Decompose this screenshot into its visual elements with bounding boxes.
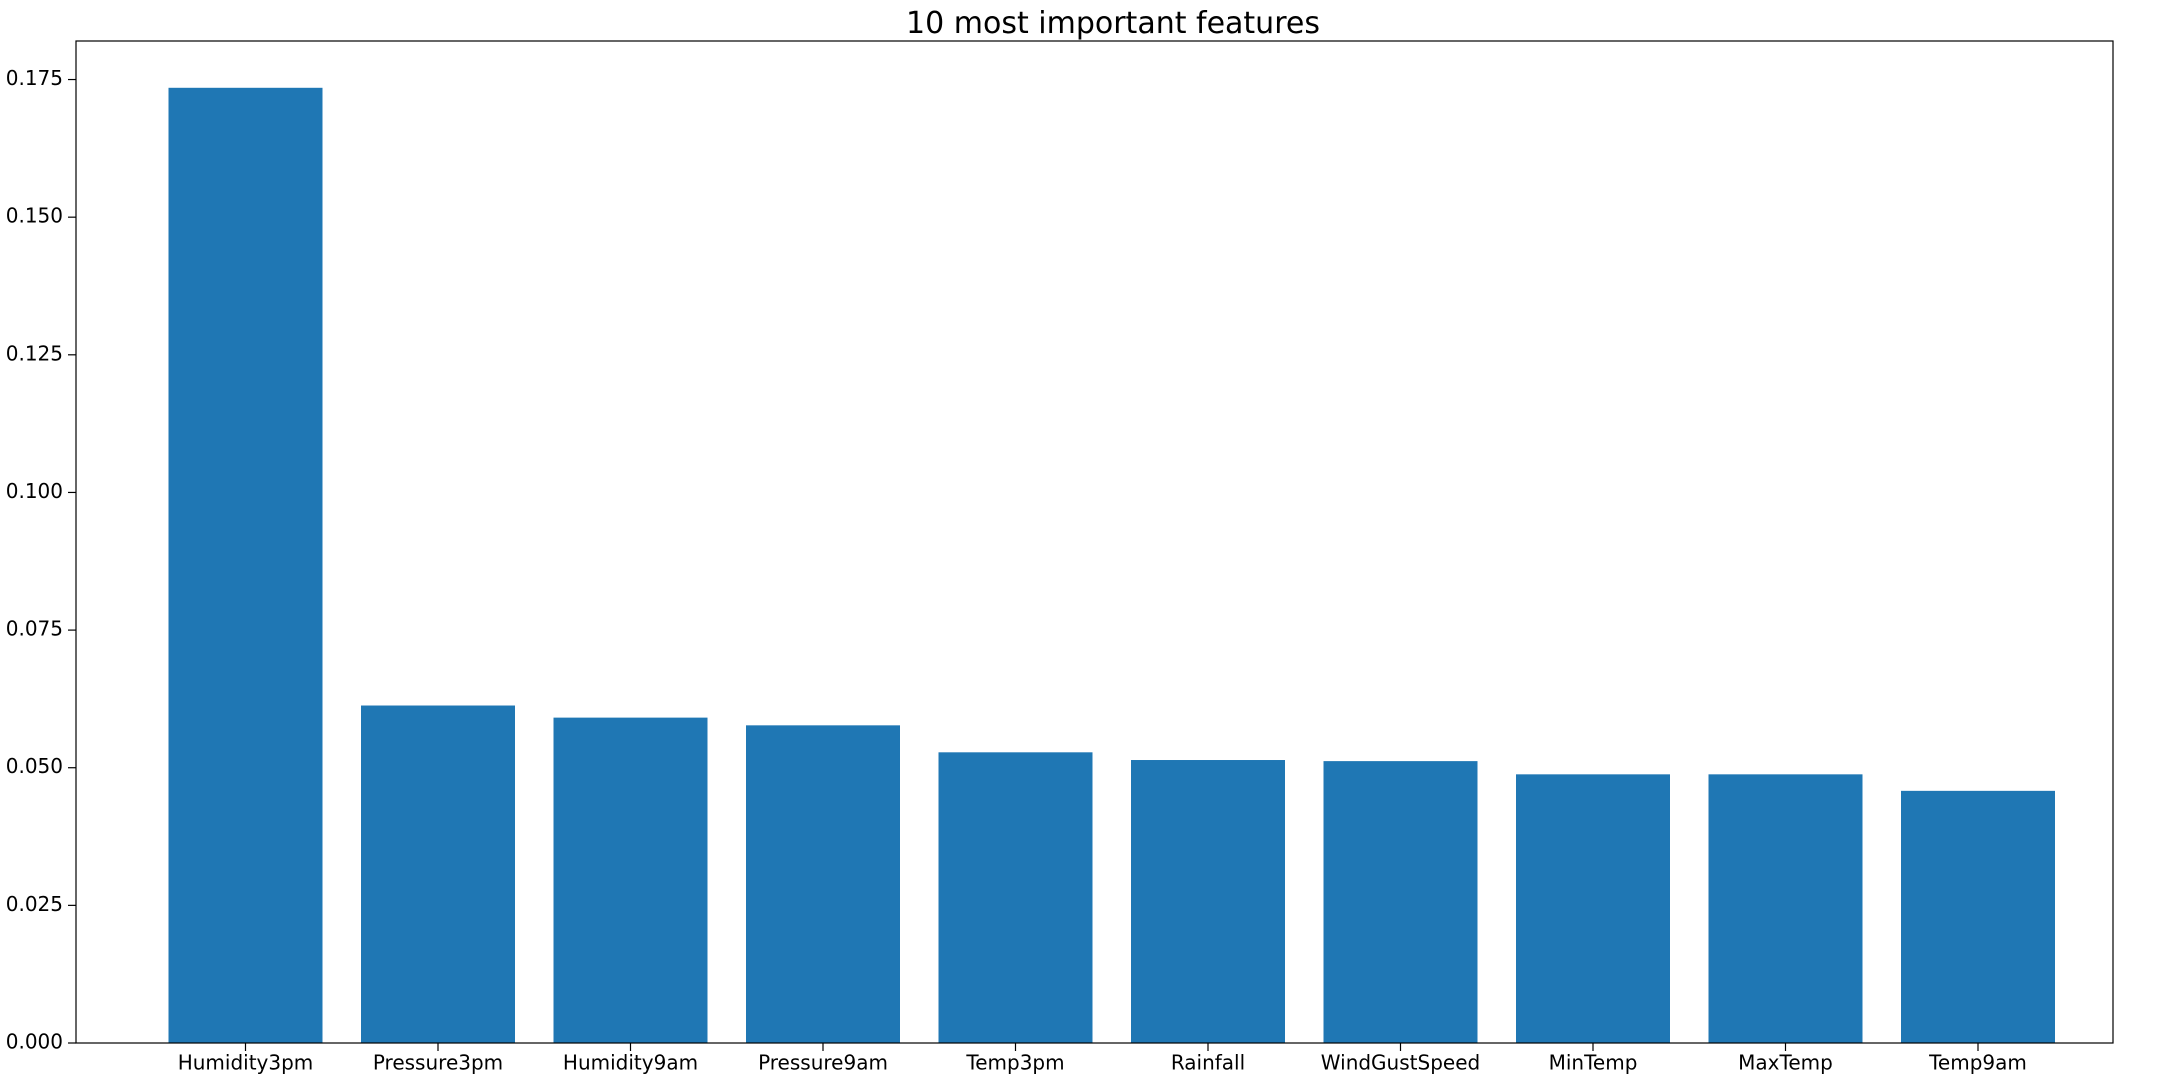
x-tick-label: Humidity9am [563, 1051, 698, 1075]
bar-mintemp [1516, 774, 1670, 1043]
bar-windgustspeed [1323, 761, 1478, 1043]
bar-temp9am [1901, 790, 2055, 1043]
x-tick-label: MaxTemp [1738, 1051, 1833, 1075]
y-tick-label: 0.175 [6, 66, 63, 90]
x-tick-label: WindGustSpeed [1321, 1051, 1480, 1075]
bar-temp3pm [938, 752, 1093, 1043]
plot-frame [75, 40, 2114, 1044]
bar-pressure9am [746, 725, 900, 1043]
y-axis: 0.000 0.025 0.050 0.075 0.100 0.125 0.150 0.175 [6, 66, 76, 1054]
bar-rainfall [1131, 760, 1285, 1043]
bars [168, 87, 2055, 1044]
y-tick-label: 0.075 [6, 617, 63, 641]
bar-pressure3pm [361, 705, 515, 1043]
bar-maxtemp [1708, 774, 1863, 1043]
bar-humidity9am [553, 717, 708, 1043]
x-tick-label: Pressure9am [758, 1051, 888, 1075]
x-tick-label: Pressure3pm [373, 1051, 503, 1075]
y-tick-label: 0.125 [6, 341, 63, 365]
y-tick-label: 0.150 [6, 204, 63, 228]
y-tick-label: 0.025 [6, 892, 63, 916]
x-tick-label: Temp3pm [965, 1051, 1064, 1075]
x-tick-label: Temp9am [1928, 1051, 2027, 1075]
x-tick-label: Rainfall [1171, 1051, 1245, 1075]
x-axis: Humidity3pm Pressure3pm Humidity9am Pressur… [178, 1043, 2027, 1075]
x-tick-label: Humidity3pm [178, 1051, 314, 1075]
x-tick-label: MinTemp [1549, 1051, 1638, 1075]
y-tick-label: 0.050 [6, 754, 63, 778]
bar-humidity3pm [168, 87, 323, 1044]
chart-title: 10 most important features [906, 6, 1320, 41]
y-tick-label: 0.000 [6, 1030, 63, 1054]
y-tick-label: 0.100 [6, 479, 63, 503]
